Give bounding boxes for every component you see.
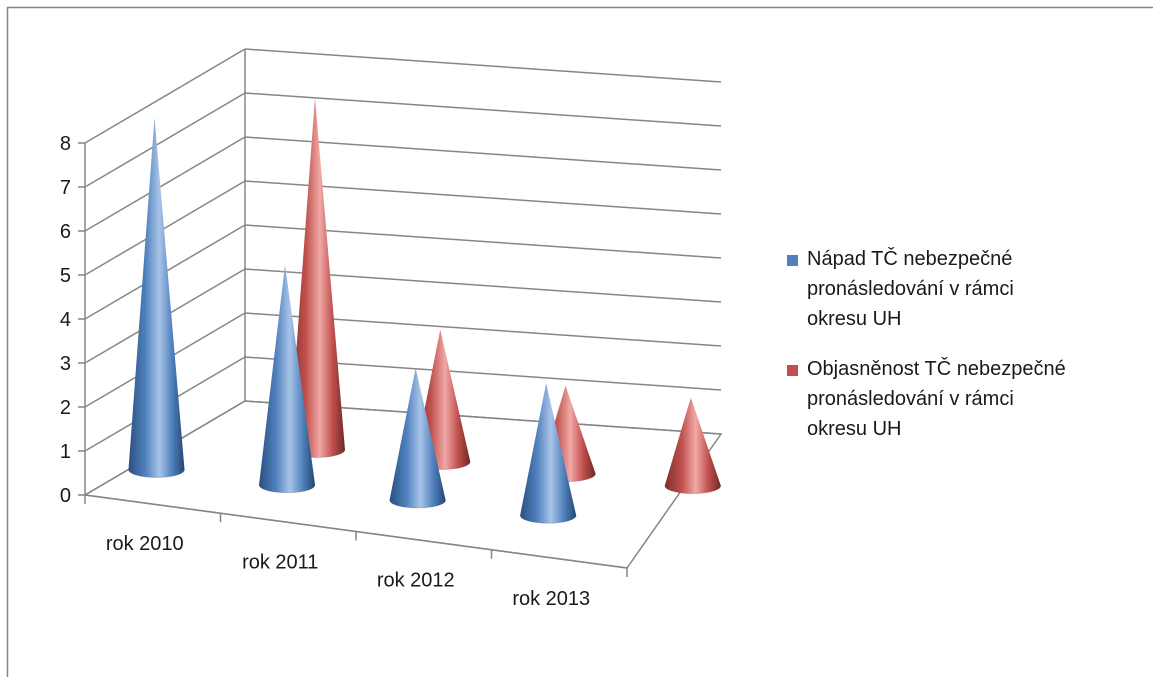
cone-0-0 xyxy=(127,117,185,479)
gridline-back-wall xyxy=(244,92,722,127)
y-tick-label: 7 xyxy=(60,177,71,199)
y-axis-ticks: 0 1 2 3 4 5 6 7 8 xyxy=(60,133,85,507)
cone-body xyxy=(520,383,577,524)
gridline-left-wall xyxy=(84,92,246,188)
cone-body xyxy=(128,117,185,478)
y-tick-label: 5 xyxy=(60,265,71,287)
legend-item-1: Objasněnost TČ nebezpečné pronásledování … xyxy=(787,357,1066,440)
legend-label-line: pronásledování v rámci xyxy=(807,278,1014,300)
x-category-label: rok 2012 xyxy=(377,570,455,592)
cone-body xyxy=(259,264,316,493)
gridline-left-wall xyxy=(84,48,246,144)
cone-body xyxy=(664,397,721,494)
cone-0-2 xyxy=(389,368,447,509)
cone-body xyxy=(288,97,345,458)
y-tick-label: 3 xyxy=(60,353,71,375)
chart-border xyxy=(6,6,1153,677)
x-category-label: rok 2010 xyxy=(106,533,184,555)
cone-base-edge xyxy=(664,485,722,495)
legend-label: Objasněnost TČ nebezpečné pronásledování … xyxy=(807,357,1066,440)
gridline-back-wall xyxy=(244,180,722,215)
axes xyxy=(84,494,628,577)
y-tick-label: 6 xyxy=(60,221,71,243)
gridline-left-wall xyxy=(84,136,246,232)
legend-item-0: Nápad TČ nebezpečné pronásledování v rámc… xyxy=(787,247,1014,330)
cone-base-edge xyxy=(258,484,316,494)
legend-label: Nápad TČ nebezpečné pronásledování v rámc… xyxy=(807,247,1014,330)
cone-body xyxy=(389,368,446,509)
y-tick-label: 2 xyxy=(60,397,71,419)
y-tick-label: 1 xyxy=(60,441,71,463)
gridline-left-wall xyxy=(84,180,246,276)
y-tick-label: 8 xyxy=(60,133,71,155)
y-tick-label: 4 xyxy=(60,309,71,331)
x-axis-categories: rok 2010 rok 2011 rok 2012 rok 2013 xyxy=(106,533,590,610)
legend: Nápad TČ nebezpečné pronásledování v rámc… xyxy=(787,247,1066,440)
cone-base-edge xyxy=(127,469,185,479)
cone-base-edge xyxy=(519,515,577,524)
legend-label-line: pronásledování v rámci xyxy=(807,388,1014,410)
gridline-back-wall xyxy=(244,136,722,171)
cone-1-3 xyxy=(664,397,722,495)
x-category-label: rok 2011 xyxy=(242,551,318,573)
legend-label-line: okresu UH xyxy=(807,418,901,440)
legend-label-line: Objasněnost TČ nebezpečné xyxy=(807,357,1066,380)
x-category-label: rok 2013 xyxy=(512,588,590,610)
cone-0-3 xyxy=(519,383,577,524)
cone-base-edge xyxy=(389,499,447,509)
y-tick-label: 0 xyxy=(60,485,71,507)
cone-0-1 xyxy=(258,264,316,494)
gridline-back-wall xyxy=(244,48,722,83)
legend-swatch xyxy=(787,365,798,376)
legend-swatch xyxy=(787,255,798,266)
legend-label-line: Nápad TČ nebezpečné xyxy=(807,247,1012,270)
legend-label-line: okresu UH xyxy=(807,308,901,330)
plot-area xyxy=(127,97,722,524)
